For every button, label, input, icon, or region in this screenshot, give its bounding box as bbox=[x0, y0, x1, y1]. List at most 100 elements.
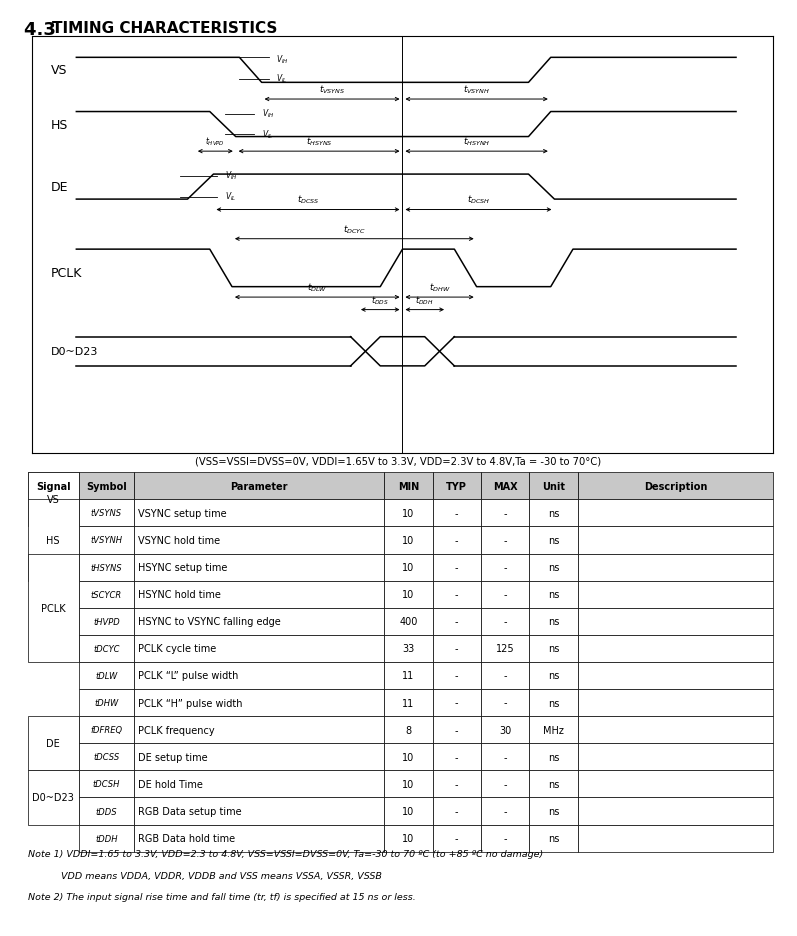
Bar bbox=[578, 473, 773, 500]
Text: tHSYNS: tHSYNS bbox=[91, 563, 122, 572]
Text: -: - bbox=[455, 617, 458, 626]
Text: HS: HS bbox=[46, 535, 60, 546]
Text: Unit: Unit bbox=[542, 481, 565, 491]
Text: MAX: MAX bbox=[493, 481, 517, 491]
Text: ns: ns bbox=[548, 644, 559, 653]
Bar bbox=[384, 581, 433, 608]
Text: -: - bbox=[455, 724, 458, 735]
Text: -: - bbox=[504, 752, 507, 762]
Bar bbox=[79, 797, 135, 825]
Text: $t_{DHW}$: $t_{DHW}$ bbox=[429, 281, 450, 294]
Bar bbox=[384, 716, 433, 743]
Bar bbox=[529, 636, 578, 663]
Bar bbox=[578, 743, 773, 770]
Bar bbox=[79, 554, 135, 581]
Bar bbox=[384, 770, 433, 797]
Bar bbox=[481, 500, 529, 527]
Bar bbox=[481, 797, 529, 825]
Bar bbox=[578, 663, 773, 689]
Bar bbox=[384, 608, 433, 636]
Text: MIN: MIN bbox=[398, 481, 419, 491]
Bar bbox=[135, 527, 384, 554]
Text: tDCSS: tDCSS bbox=[93, 753, 120, 762]
Bar bbox=[384, 825, 433, 852]
Text: $t_{VSYNS}$: $t_{VSYNS}$ bbox=[319, 83, 345, 95]
Text: DE: DE bbox=[46, 739, 60, 749]
Text: 400: 400 bbox=[399, 617, 418, 626]
Text: -: - bbox=[455, 563, 458, 573]
Text: DE: DE bbox=[50, 181, 68, 194]
Bar bbox=[433, 608, 481, 636]
Bar bbox=[79, 716, 135, 743]
Bar bbox=[578, 716, 773, 743]
Text: -: - bbox=[455, 508, 458, 519]
Text: 125: 125 bbox=[496, 644, 515, 653]
Text: tSCYCR: tSCYCR bbox=[91, 590, 122, 599]
Text: PCLK “L” pulse width: PCLK “L” pulse width bbox=[138, 671, 238, 680]
Bar bbox=[384, 797, 433, 825]
Bar bbox=[384, 554, 433, 581]
Bar bbox=[79, 743, 135, 770]
Text: 11: 11 bbox=[402, 671, 414, 680]
Text: $t_{DDS}$: $t_{DDS}$ bbox=[371, 295, 389, 307]
Bar bbox=[578, 527, 773, 554]
Text: VDD means VDDA, VDDR, VDDB and VSS means VSSA, VSSR, VSSB: VDD means VDDA, VDDR, VDDB and VSS means… bbox=[28, 870, 382, 880]
Bar bbox=[135, 797, 384, 825]
Bar bbox=[578, 581, 773, 608]
Bar bbox=[481, 608, 529, 636]
Bar bbox=[433, 473, 481, 500]
Bar bbox=[135, 608, 384, 636]
Text: -: - bbox=[504, 671, 507, 680]
Text: 10: 10 bbox=[402, 590, 414, 600]
Text: Note 1) VDDI=1.65 to 3.3V, VDD=2.3 to 4.8V, VSS=VSSI=DVSS=0V, Ta=-30 to 70 ºC (t: Note 1) VDDI=1.65 to 3.3V, VDD=2.3 to 4.… bbox=[28, 849, 543, 858]
Text: -: - bbox=[455, 590, 458, 600]
Text: ns: ns bbox=[548, 779, 559, 789]
Text: -: - bbox=[504, 806, 507, 816]
Text: Note 2) The input signal rise time and fall time (tr, tf) is specified at 15 ns : Note 2) The input signal rise time and f… bbox=[28, 892, 416, 901]
Bar bbox=[481, 473, 529, 500]
Bar bbox=[384, 527, 433, 554]
Bar bbox=[433, 636, 481, 663]
Text: D0~D23: D0~D23 bbox=[50, 347, 98, 357]
Bar bbox=[79, 770, 135, 797]
Text: -: - bbox=[455, 671, 458, 680]
Text: -: - bbox=[455, 833, 458, 843]
Bar bbox=[79, 581, 135, 608]
Bar bbox=[28, 716, 79, 770]
Bar bbox=[578, 797, 773, 825]
Text: 11: 11 bbox=[402, 698, 414, 708]
Text: tDCYC: tDCYC bbox=[93, 644, 120, 653]
Bar bbox=[79, 689, 135, 716]
Text: Parameter: Parameter bbox=[230, 481, 288, 491]
Bar bbox=[433, 554, 481, 581]
Bar bbox=[433, 716, 481, 743]
Bar bbox=[79, 500, 135, 527]
Bar bbox=[433, 527, 481, 554]
Bar bbox=[578, 636, 773, 663]
Text: Description: Description bbox=[644, 481, 707, 491]
Text: tDLW: tDLW bbox=[96, 671, 118, 680]
Bar bbox=[135, 716, 384, 743]
Bar bbox=[481, 636, 529, 663]
Text: -: - bbox=[455, 535, 458, 546]
Text: $V_{IH}$: $V_{IH}$ bbox=[261, 108, 274, 120]
Text: -: - bbox=[504, 833, 507, 843]
Text: PCLK: PCLK bbox=[50, 266, 82, 279]
Text: $t_{DLW}$: $t_{DLW}$ bbox=[307, 281, 328, 294]
Text: -: - bbox=[455, 779, 458, 789]
Bar bbox=[384, 473, 433, 500]
Text: -: - bbox=[504, 563, 507, 573]
Text: -: - bbox=[455, 698, 458, 708]
Text: ns: ns bbox=[548, 563, 559, 573]
Text: tHVPD: tHVPD bbox=[93, 617, 120, 626]
Text: 30: 30 bbox=[499, 724, 512, 735]
Text: Symbol: Symbol bbox=[86, 481, 127, 491]
Text: (VSS=VSSI=DVSS=0V, VDDI=1.65V to 3.3V, VDD=2.3V to 4.8V,Ta = -30 to 70°C): (VSS=VSSI=DVSS=0V, VDDI=1.65V to 3.3V, V… bbox=[195, 456, 602, 466]
Text: -: - bbox=[504, 590, 507, 600]
Text: PCLK “H” pulse width: PCLK “H” pulse width bbox=[138, 698, 242, 708]
Bar bbox=[529, 797, 578, 825]
Text: $V_{IL}$: $V_{IL}$ bbox=[225, 191, 236, 203]
Bar bbox=[529, 663, 578, 689]
Text: $t_{DDH}$: $t_{DDH}$ bbox=[415, 295, 434, 307]
Bar bbox=[28, 554, 79, 663]
